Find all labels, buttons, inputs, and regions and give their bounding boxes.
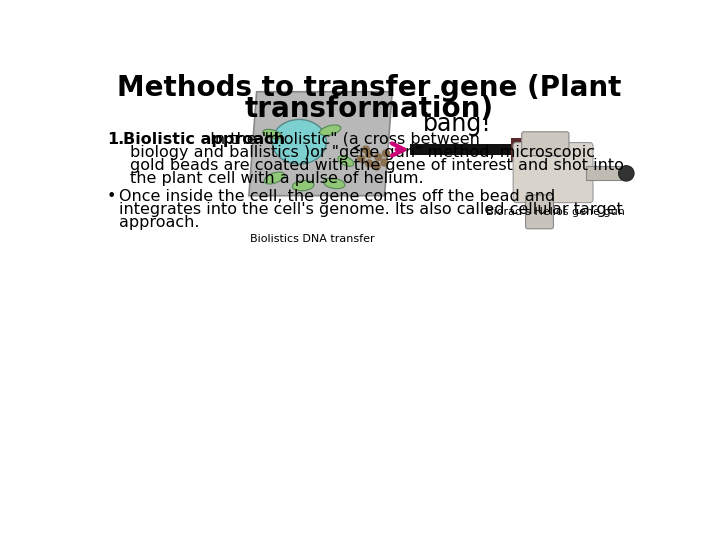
Ellipse shape: [338, 156, 354, 166]
Text: the plant cell with a pulse of helium.: the plant cell with a pulse of helium.: [130, 171, 424, 186]
Circle shape: [375, 154, 382, 161]
Bar: [510, 138, 544, 161]
Bar: [410, 144, 510, 155]
FancyBboxPatch shape: [526, 195, 554, 229]
Circle shape: [366, 151, 372, 158]
Circle shape: [381, 159, 388, 166]
Text: gold beads are coated with the gene of interest and shot into: gold beads are coated with the gene of i…: [130, 158, 624, 173]
Bar: [586, 166, 625, 180]
Circle shape: [373, 163, 380, 170]
Ellipse shape: [272, 119, 326, 164]
Circle shape: [358, 156, 365, 162]
Ellipse shape: [263, 129, 282, 139]
Text: Methods to transfer gene (Plant: Methods to transfer gene (Plant: [117, 74, 621, 102]
Text: biology and ballistics )or "gene gun" method, microscopic: biology and ballistics )or "gene gun" me…: [130, 145, 595, 160]
Text: integrates into the cell's genome. Its also called cellular target: integrates into the cell's genome. Its a…: [120, 202, 624, 217]
Text: Once inside the cell, the gene comes off the bead and: Once inside the cell, the gene comes off…: [120, 189, 556, 204]
Ellipse shape: [264, 172, 285, 184]
Text: Biolistics DNA transfer: Biolistics DNA transfer: [251, 234, 375, 244]
Text: •: •: [107, 189, 117, 204]
Text: approach.: approach.: [120, 215, 200, 230]
Text: transformation): transformation): [244, 94, 494, 123]
Circle shape: [382, 150, 390, 157]
Circle shape: [618, 166, 634, 181]
FancyBboxPatch shape: [513, 143, 593, 202]
Circle shape: [366, 160, 372, 167]
Text: Biolistic approach: Biolistic approach: [122, 132, 284, 147]
FancyBboxPatch shape: [522, 132, 569, 156]
Text: bang!: bang!: [423, 112, 492, 136]
Text: Biorad's Helios gene gun: Biorad's Helios gene gun: [485, 207, 624, 217]
Polygon shape: [249, 92, 392, 195]
Ellipse shape: [292, 180, 314, 191]
Circle shape: [362, 146, 369, 153]
Ellipse shape: [323, 178, 345, 188]
Ellipse shape: [320, 125, 341, 136]
Text: In the "biolistic" (a cross between: In the "biolistic" (a cross between: [204, 132, 480, 147]
Text: 1.: 1.: [107, 132, 125, 147]
